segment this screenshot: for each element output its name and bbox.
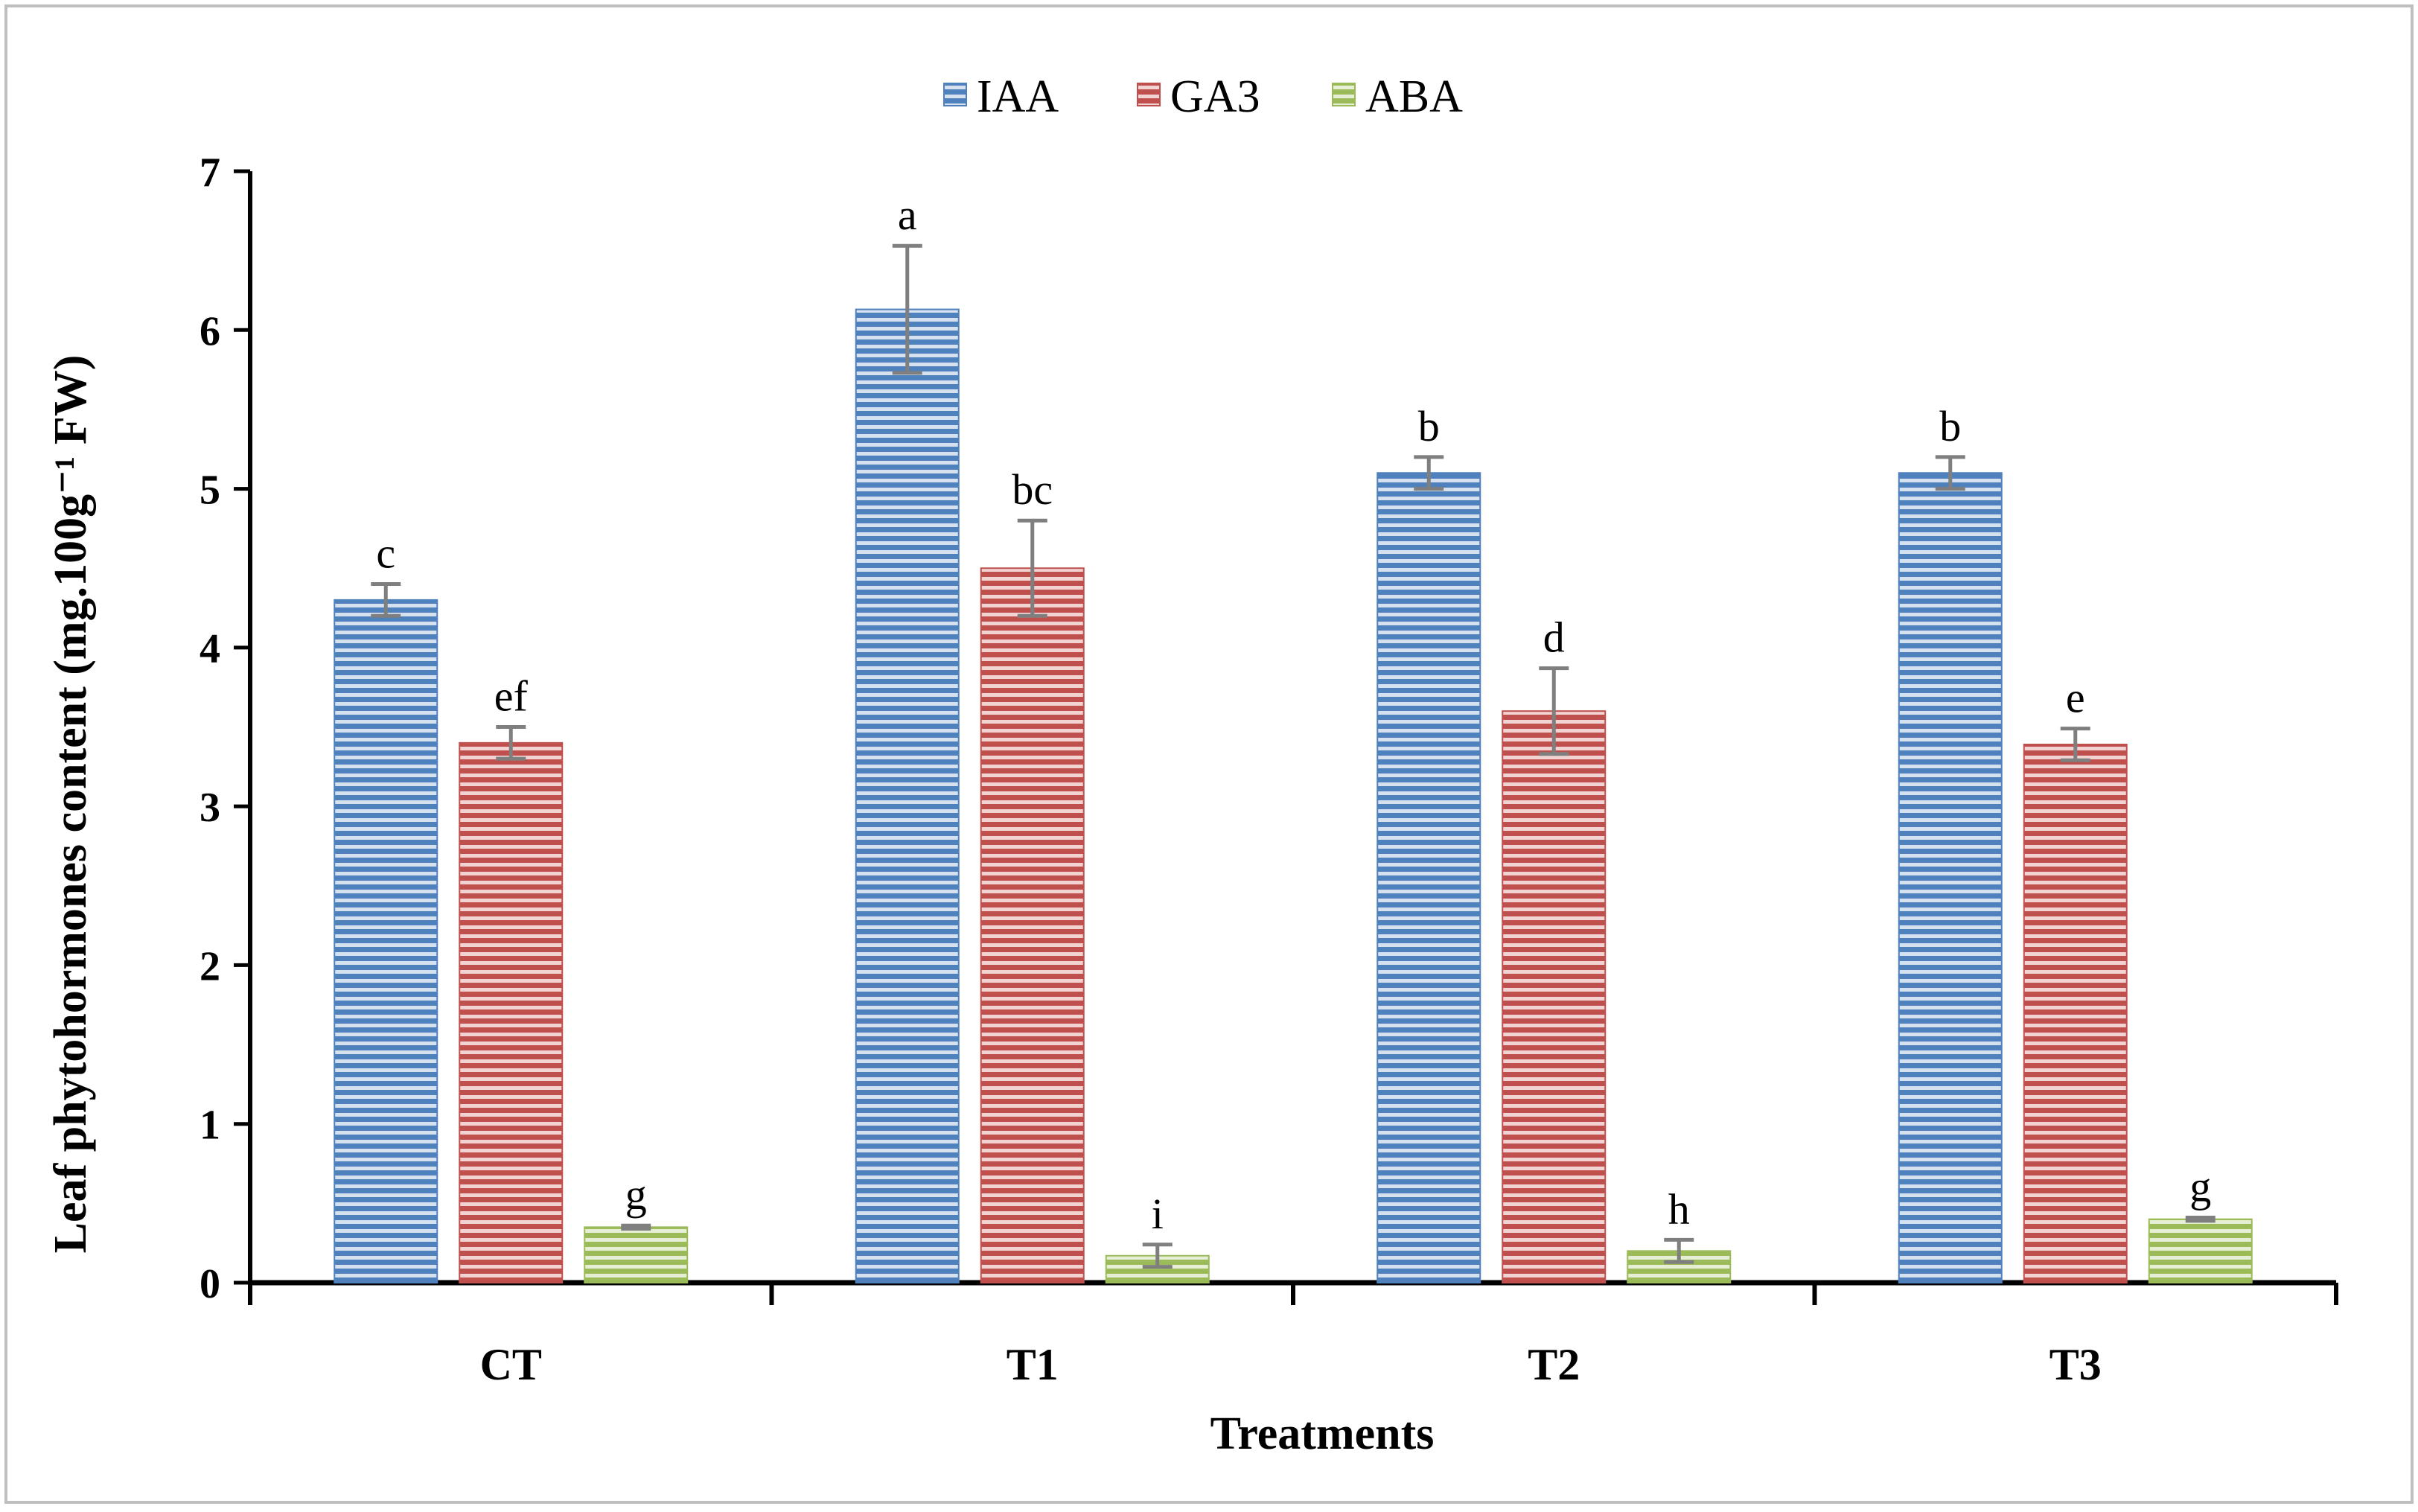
bar-ga3-ct	[459, 741, 564, 1283]
x-tick-label: CT	[480, 1340, 542, 1389]
legend-item-aba: ABA	[1332, 71, 1463, 122]
bar-ga3-t3	[2023, 743, 2128, 1283]
legend-item-iaa: IAA	[943, 71, 1059, 122]
significance-label: bc	[1012, 465, 1053, 514]
error-bar	[621, 1223, 651, 1231]
significance-label: a	[898, 191, 917, 239]
legend-label: GA3	[1170, 71, 1260, 122]
y-tick-label: 4	[200, 626, 220, 672]
y-tick-label: 7	[200, 150, 220, 196]
error-bar	[496, 725, 526, 761]
y-tick-label: 3	[200, 785, 220, 831]
bar-iaa-t1	[855, 308, 960, 1283]
significance-label: ef	[494, 672, 529, 721]
significance-label: h	[1668, 1184, 1690, 1233]
error-bar	[1664, 1237, 1694, 1264]
y-tick-label: 0	[200, 1261, 220, 1307]
legend-swatch	[943, 83, 967, 106]
bar-aba-t3	[2148, 1218, 2253, 1283]
significance-label: e	[2066, 674, 2085, 722]
bar-aba-ct	[584, 1226, 689, 1283]
significance-label: i	[1152, 1190, 1164, 1238]
significance-label: d	[1543, 613, 1565, 662]
error-bar	[1539, 666, 1569, 756]
y-tick-label: 6	[200, 308, 220, 354]
x-tick-label: T3	[2049, 1340, 2102, 1389]
error-bar	[2060, 727, 2090, 762]
bar-iaa-t3	[1898, 472, 2003, 1284]
bar-iaa-t2	[1377, 472, 1481, 1284]
y-axis-title: Leaf phytohormones content (mg.100g⁻¹ FW…	[45, 355, 96, 1254]
legend-label: ABA	[1365, 71, 1463, 122]
legend: IAA GA3 ABA	[943, 71, 1463, 122]
bar-ga3-t2	[1502, 710, 1607, 1283]
y-tick-label: 1	[200, 1103, 220, 1149]
chart-border	[4, 4, 2414, 1504]
x-axis: CT T1 T2 T3	[248, 1280, 2338, 1389]
legend-item-ga3: GA3	[1137, 71, 1260, 122]
error-bar	[892, 243, 922, 375]
legend-label: IAA	[977, 71, 1059, 122]
y-axis: 0 1 2 3 4 5 6 7	[200, 150, 252, 1307]
significance-label: b	[1418, 402, 1440, 450]
significance-label: b	[1939, 402, 1961, 450]
significance-label: g	[625, 1170, 647, 1219]
x-axis-title: Treatments	[1210, 1409, 1435, 1459]
error-bar	[2185, 1216, 2216, 1223]
significance-label: c	[376, 529, 395, 578]
y-tick-label: 2	[200, 943, 220, 989]
bar-ga3-t1	[980, 567, 1085, 1283]
error-bar	[1935, 455, 1965, 491]
significance-label: g	[2189, 1163, 2211, 1211]
error-bar	[1414, 455, 1444, 491]
legend-swatch	[1137, 83, 1161, 106]
bars: c a b b ef bc d e g i h g	[334, 191, 2253, 1284]
bar-iaa-ct	[334, 599, 438, 1283]
error-bar	[1142, 1243, 1173, 1269]
x-tick-label: T1	[1007, 1340, 1059, 1389]
error-bar	[1017, 518, 1047, 618]
x-tick-label: T2	[1528, 1340, 1580, 1389]
error-bar	[371, 582, 401, 618]
legend-swatch	[1332, 83, 1356, 106]
y-tick-label: 5	[200, 468, 220, 514]
